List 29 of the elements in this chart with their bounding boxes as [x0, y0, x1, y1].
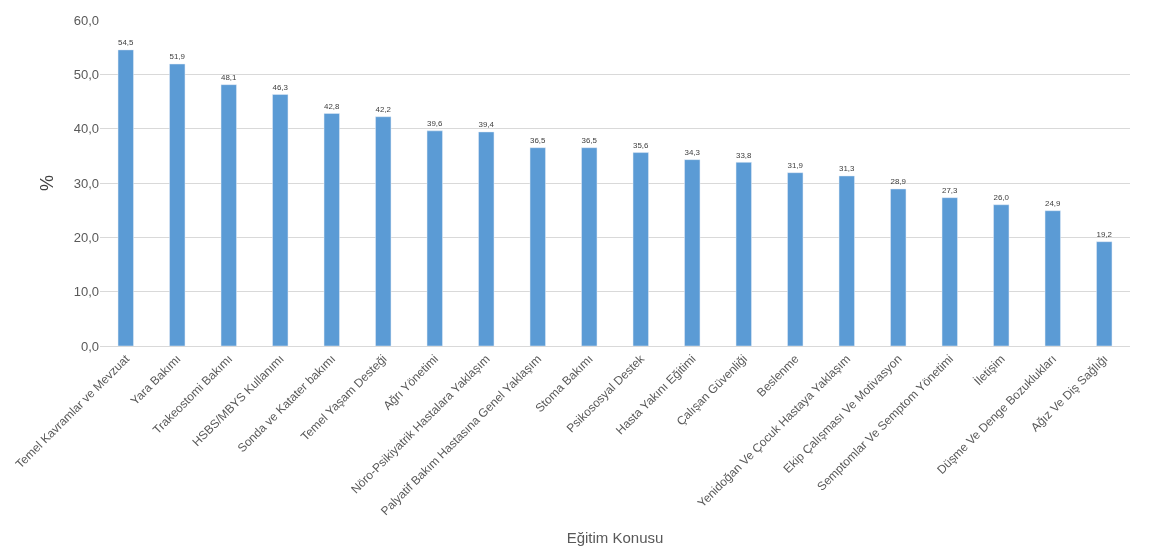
- x-axis-title: Eğitim Konusu: [566, 529, 664, 547]
- y-tick-label: 60,0: [73, 12, 99, 28]
- bar: [426, 130, 443, 346]
- y-tick-label: 20,0: [73, 229, 99, 245]
- bar: [632, 152, 649, 346]
- bar: [838, 175, 855, 346]
- bar: [529, 147, 546, 346]
- y-tick-label: 30,0: [73, 175, 99, 191]
- bar: [735, 162, 752, 346]
- y-tick-label: 0,0: [80, 338, 99, 354]
- bar: [220, 84, 237, 346]
- bar: [117, 49, 134, 346]
- bar: [323, 113, 340, 346]
- bar: [581, 147, 598, 346]
- y-tick-label: 50,0: [73, 66, 99, 82]
- bar: [1096, 241, 1113, 346]
- bar: [890, 188, 907, 346]
- y-axis-title: %: [36, 174, 57, 192]
- bar: [1044, 210, 1061, 346]
- bar: [787, 172, 804, 346]
- bar: [684, 159, 701, 346]
- bar: [169, 63, 186, 346]
- bar: [375, 116, 392, 346]
- y-tick-label: 10,0: [73, 284, 99, 300]
- y-tick-label: 40,0: [73, 121, 99, 137]
- bar: [272, 94, 289, 346]
- bar: [941, 197, 958, 346]
- bar: [478, 131, 495, 346]
- bar: [993, 204, 1010, 346]
